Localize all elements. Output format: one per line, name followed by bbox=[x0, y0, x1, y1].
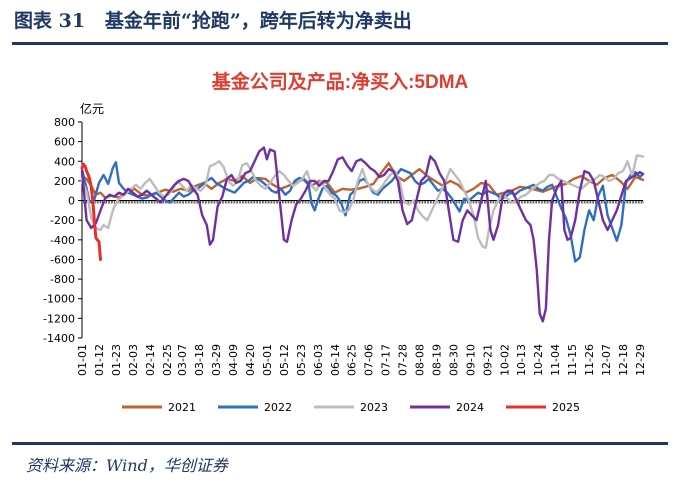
figure-caption: 基金年前“抢跑”，跨年后转为净卖出 bbox=[104, 10, 412, 32]
x-tick-label: 11-15 bbox=[566, 344, 579, 376]
x-tick-label: 02-14 bbox=[144, 344, 157, 376]
y-tick-label: -600 bbox=[50, 253, 75, 266]
y-tick-label: 200 bbox=[54, 175, 75, 188]
series-line-2025 bbox=[80, 162, 102, 261]
x-tick-label: 12-29 bbox=[634, 344, 647, 376]
y-tick-label: -1200 bbox=[43, 312, 75, 325]
x-tick-label: 08-08 bbox=[414, 344, 427, 376]
series-lines bbox=[80, 146, 645, 323]
y-tick-label: 600 bbox=[54, 136, 75, 149]
series-line-2024 bbox=[80, 146, 645, 323]
x-tick-label: 09-21 bbox=[481, 344, 494, 376]
x-tick-label: 08-30 bbox=[447, 344, 460, 376]
x-tick-label: 09-10 bbox=[464, 344, 477, 376]
legend-label-2025: 2025 bbox=[552, 401, 580, 414]
y-tick-label: -400 bbox=[50, 234, 75, 247]
y-tick-label: -1000 bbox=[43, 293, 75, 306]
x-tick-label: 07-06 bbox=[363, 344, 376, 376]
series-line-2021 bbox=[80, 161, 645, 199]
x-tick-label: 07-17 bbox=[380, 344, 393, 376]
legend-label-2023: 2023 bbox=[360, 401, 388, 414]
x-tick-label: 12-07 bbox=[600, 344, 613, 376]
bottom-rule bbox=[12, 442, 668, 445]
source-note: 资料来源：Wind，华创证券 bbox=[26, 456, 228, 475]
legend-label-2021: 2021 bbox=[168, 401, 196, 414]
y-tick-label: 0 bbox=[68, 195, 75, 208]
x-tick-label: 06-25 bbox=[346, 344, 359, 376]
x-tick-label: 06-03 bbox=[312, 344, 325, 376]
y-tick-label: -200 bbox=[50, 214, 75, 227]
x-tick-label: 01-12 bbox=[93, 344, 106, 376]
x-tick-label: 10-13 bbox=[515, 344, 528, 376]
y-tick-label: 800 bbox=[54, 116, 75, 129]
x-tick-label: 08-19 bbox=[430, 344, 443, 376]
x-tick-label: 02-03 bbox=[127, 344, 140, 376]
top-rule bbox=[12, 42, 668, 45]
x-tick-label: 05-12 bbox=[278, 344, 291, 376]
x-tick-label: 12-18 bbox=[617, 344, 630, 376]
x-tick-label: 03-18 bbox=[193, 344, 206, 376]
x-tick-label: 07-28 bbox=[397, 344, 410, 376]
y-axis-unit-label: 亿元 bbox=[80, 101, 104, 116]
x-tick-label: 04-20 bbox=[244, 344, 257, 376]
legend-label-2022: 2022 bbox=[264, 401, 292, 414]
chart-title: 基金公司及产品:净买入:5DMA bbox=[211, 70, 469, 93]
series-line-2022 bbox=[80, 161, 645, 263]
legend-label-2024: 2024 bbox=[456, 401, 484, 414]
x-tick-label: 01-23 bbox=[110, 344, 123, 376]
x-axis: 01-01 01-12 01-23 02-03 02-14 02-25 03-07 03-18… bbox=[76, 200, 647, 376]
figure-title: 图表 31 基金年前“抢跑”，跨年后转为净卖出 bbox=[14, 6, 412, 33]
y-axis: 800 600 400 200 0 -200 -400 -600 -800 -1000 -1200 -… bbox=[43, 116, 83, 345]
x-tick-label: 06-14 bbox=[329, 344, 342, 376]
x-tick-label: 10-24 bbox=[532, 344, 545, 376]
x-tick-label: 04-09 bbox=[227, 344, 240, 376]
legend: 2021 2022 2023 2024 2025 bbox=[122, 401, 580, 414]
figure-label: 图表 31 bbox=[14, 10, 86, 32]
y-tick-label: -1400 bbox=[43, 332, 75, 345]
y-tick-label: -800 bbox=[50, 273, 75, 286]
x-tick-label: 03-07 bbox=[176, 344, 189, 376]
x-tick-label: 05-23 bbox=[295, 344, 308, 376]
chart: 基金公司及产品:净买入:5DMA 亿元 800 600 400 200 0 -200 -40… bbox=[43, 70, 647, 414]
x-tick-label: 05-01 bbox=[261, 344, 274, 376]
y-tick-label: 400 bbox=[54, 155, 75, 168]
x-tick-label: 11-26 bbox=[583, 344, 596, 376]
x-tick-label: 03-29 bbox=[210, 344, 223, 376]
x-tick-label: 10-02 bbox=[498, 344, 511, 376]
x-tick-label: 11-04 bbox=[549, 344, 562, 376]
x-tick-label: 02-25 bbox=[161, 344, 174, 376]
x-tick-label: 01-01 bbox=[76, 344, 89, 376]
